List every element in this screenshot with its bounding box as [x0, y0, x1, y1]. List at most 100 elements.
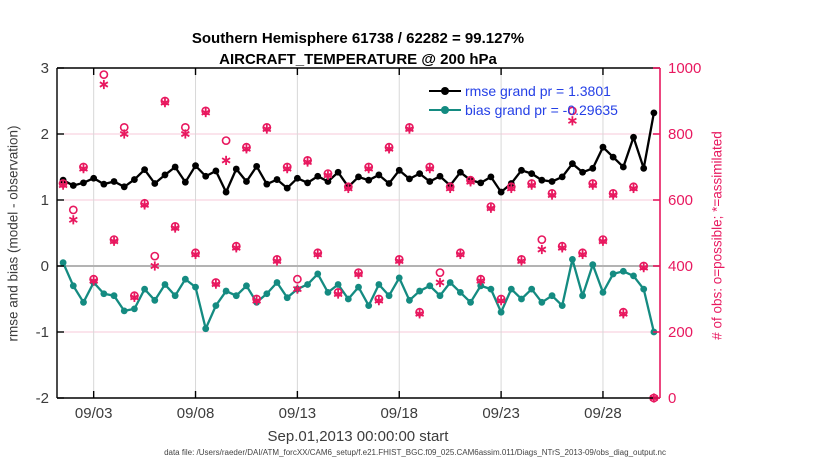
assimilated-obs-marker [618, 309, 628, 319]
bias-marker [131, 305, 138, 313]
y-left-tick-label: 3 [41, 60, 49, 77]
bias-marker [202, 325, 210, 333]
bias-marker [528, 285, 536, 293]
rmse-marker [355, 173, 362, 181]
bias-marker [222, 287, 230, 295]
bias-marker [497, 308, 505, 316]
assimilated-obs-marker [68, 215, 78, 225]
rmse-marker [477, 179, 485, 187]
rmse-marker [548, 178, 556, 185]
data-file-path: data file: /Users/raeder/DAI/ATM_forcXX/… [164, 448, 666, 457]
assimilated-obs-marker [119, 129, 129, 139]
rmse-marker [518, 166, 525, 174]
rmse-marker [619, 163, 627, 171]
bias-marker [446, 279, 454, 286]
possible-obs-marker [221, 136, 231, 145]
bias-marker [436, 292, 444, 300]
rmse-marker [110, 178, 118, 185]
bias-marker [548, 292, 556, 300]
assimilated-obs-marker [201, 107, 211, 118]
rmse-marker [395, 166, 403, 174]
assimilated-obs-marker [333, 289, 343, 299]
bias-marker [151, 296, 159, 304]
y-left-tick-label: -1 [36, 324, 49, 341]
rmse-marker [324, 178, 332, 185]
rmse-marker [131, 176, 138, 183]
rmse-marker [416, 170, 424, 178]
y-left-tick-label: 0 [41, 258, 49, 275]
rmse-marker [90, 174, 98, 182]
assimilated-obs-marker [129, 292, 139, 302]
assimilated-obs-marker [242, 144, 251, 154]
bias-marker [406, 296, 413, 304]
assimilated-obs-marker [384, 144, 394, 154]
assimilated-obs-marker [150, 261, 160, 271]
bias-marker [232, 292, 240, 300]
bias-marker [599, 289, 607, 296]
rmse-marker [579, 168, 586, 176]
chart-title-line2: AIRCRAFT_TEMPERATURE @ 200 hPa [219, 51, 497, 68]
rmse-marker [426, 178, 434, 185]
rmse-marker [334, 168, 342, 176]
legend-row-rmse: rmse grand pr = 1.3801 [429, 81, 618, 100]
rmse-line-swatch [429, 86, 461, 96]
bias-marker [212, 302, 220, 309]
rmse-marker [151, 180, 159, 187]
assimilated-obs-marker [567, 116, 577, 126]
bias-marker [324, 289, 332, 296]
bias-marker [100, 290, 108, 298]
assimilated-obs-marker [517, 256, 526, 266]
possible-obs-marker [292, 274, 302, 284]
bias-marker [619, 267, 627, 275]
assimilated-obs-marker [292, 284, 302, 294]
bias-marker [579, 292, 586, 300]
assimilated-obs-marker [415, 309, 425, 319]
rmse-marker [120, 183, 128, 191]
possible-obs-marker [99, 70, 109, 79]
rmse-marker [487, 173, 495, 181]
assimilated-obs-marker [557, 243, 567, 253]
bias-marker [416, 287, 424, 295]
rmse-marker [569, 160, 576, 168]
bias-marker [273, 279, 281, 286]
rmse-marker [171, 163, 179, 171]
bias-marker [161, 281, 169, 288]
rmse-marker [599, 143, 607, 151]
bias-marker [589, 261, 597, 269]
y-right-tick-label: 600 [668, 192, 693, 209]
assimilated-obs-marker [282, 164, 292, 174]
legend-row-bias: bias grand pr = -0.29635 [429, 100, 618, 119]
bias-marker [630, 272, 637, 280]
rmse-marker [222, 188, 230, 196]
rmse-marker [406, 175, 413, 183]
rmse-marker [630, 133, 637, 141]
bias-marker [59, 259, 67, 267]
y-left-axis-label: rmse and bias (model - observation) [5, 125, 21, 342]
rmse-marker [100, 180, 108, 188]
assimilated-obs-marker [466, 177, 475, 187]
bias-marker [243, 282, 250, 290]
rmse-marker [497, 188, 505, 196]
rmse-marker [538, 176, 546, 184]
bias-marker [304, 281, 311, 288]
rmse-marker [232, 165, 240, 173]
y-right-tick-label: 800 [668, 126, 693, 143]
bias-marker [558, 302, 566, 309]
y-left-tick-label: 2 [41, 126, 49, 143]
assimilated-obs-marker [598, 236, 608, 246]
assimilated-obs-marker [79, 164, 88, 174]
bias-marker [80, 298, 87, 306]
rmse-marker [528, 170, 536, 178]
assimilated-obs-marker [486, 203, 496, 213]
assimilated-obs-marker [374, 296, 384, 306]
rmse-marker [212, 167, 220, 175]
possible-obs-marker [435, 268, 445, 277]
assimilated-obs-marker [272, 256, 282, 266]
rmse-marker [558, 173, 566, 181]
bias-marker [518, 295, 525, 303]
assimilated-obs-marker [109, 236, 119, 246]
rmse-marker [436, 172, 444, 180]
rmse-marker [304, 179, 311, 187]
rmse-marker [385, 180, 393, 187]
